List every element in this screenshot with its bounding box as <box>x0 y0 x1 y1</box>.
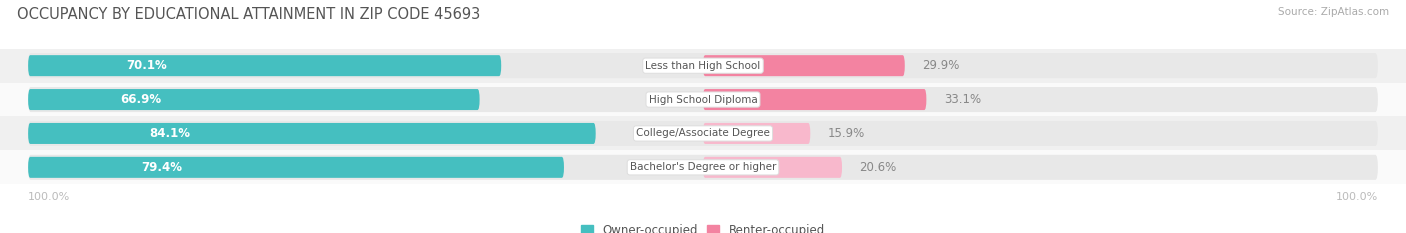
Text: Bachelor's Degree or higher: Bachelor's Degree or higher <box>630 162 776 172</box>
Text: 20.6%: 20.6% <box>859 161 897 174</box>
Text: 66.9%: 66.9% <box>121 93 162 106</box>
Text: High School Diploma: High School Diploma <box>648 95 758 105</box>
FancyBboxPatch shape <box>703 123 810 144</box>
FancyBboxPatch shape <box>28 157 564 178</box>
FancyBboxPatch shape <box>28 155 1378 180</box>
FancyBboxPatch shape <box>28 123 596 144</box>
Text: 84.1%: 84.1% <box>149 127 191 140</box>
FancyBboxPatch shape <box>28 55 501 76</box>
Bar <box>0 49 1406 83</box>
Legend: Owner-occupied, Renter-occupied: Owner-occupied, Renter-occupied <box>576 219 830 233</box>
Text: OCCUPANCY BY EDUCATIONAL ATTAINMENT IN ZIP CODE 45693: OCCUPANCY BY EDUCATIONAL ATTAINMENT IN Z… <box>17 7 479 22</box>
Text: 79.4%: 79.4% <box>142 161 183 174</box>
FancyBboxPatch shape <box>28 53 1378 78</box>
Text: 100.0%: 100.0% <box>1336 192 1378 202</box>
Text: Source: ZipAtlas.com: Source: ZipAtlas.com <box>1278 7 1389 17</box>
Text: 15.9%: 15.9% <box>828 127 865 140</box>
FancyBboxPatch shape <box>703 55 905 76</box>
FancyBboxPatch shape <box>28 89 479 110</box>
FancyBboxPatch shape <box>28 121 1378 146</box>
FancyBboxPatch shape <box>28 87 1378 112</box>
Text: College/Associate Degree: College/Associate Degree <box>636 128 770 138</box>
Text: 70.1%: 70.1% <box>127 59 167 72</box>
FancyBboxPatch shape <box>703 157 842 178</box>
Text: Less than High School: Less than High School <box>645 61 761 71</box>
Bar <box>0 150 1406 184</box>
Bar <box>0 83 1406 116</box>
FancyBboxPatch shape <box>703 89 927 110</box>
Text: 33.1%: 33.1% <box>943 93 981 106</box>
Text: 100.0%: 100.0% <box>28 192 70 202</box>
Text: 29.9%: 29.9% <box>922 59 960 72</box>
Bar <box>0 116 1406 150</box>
